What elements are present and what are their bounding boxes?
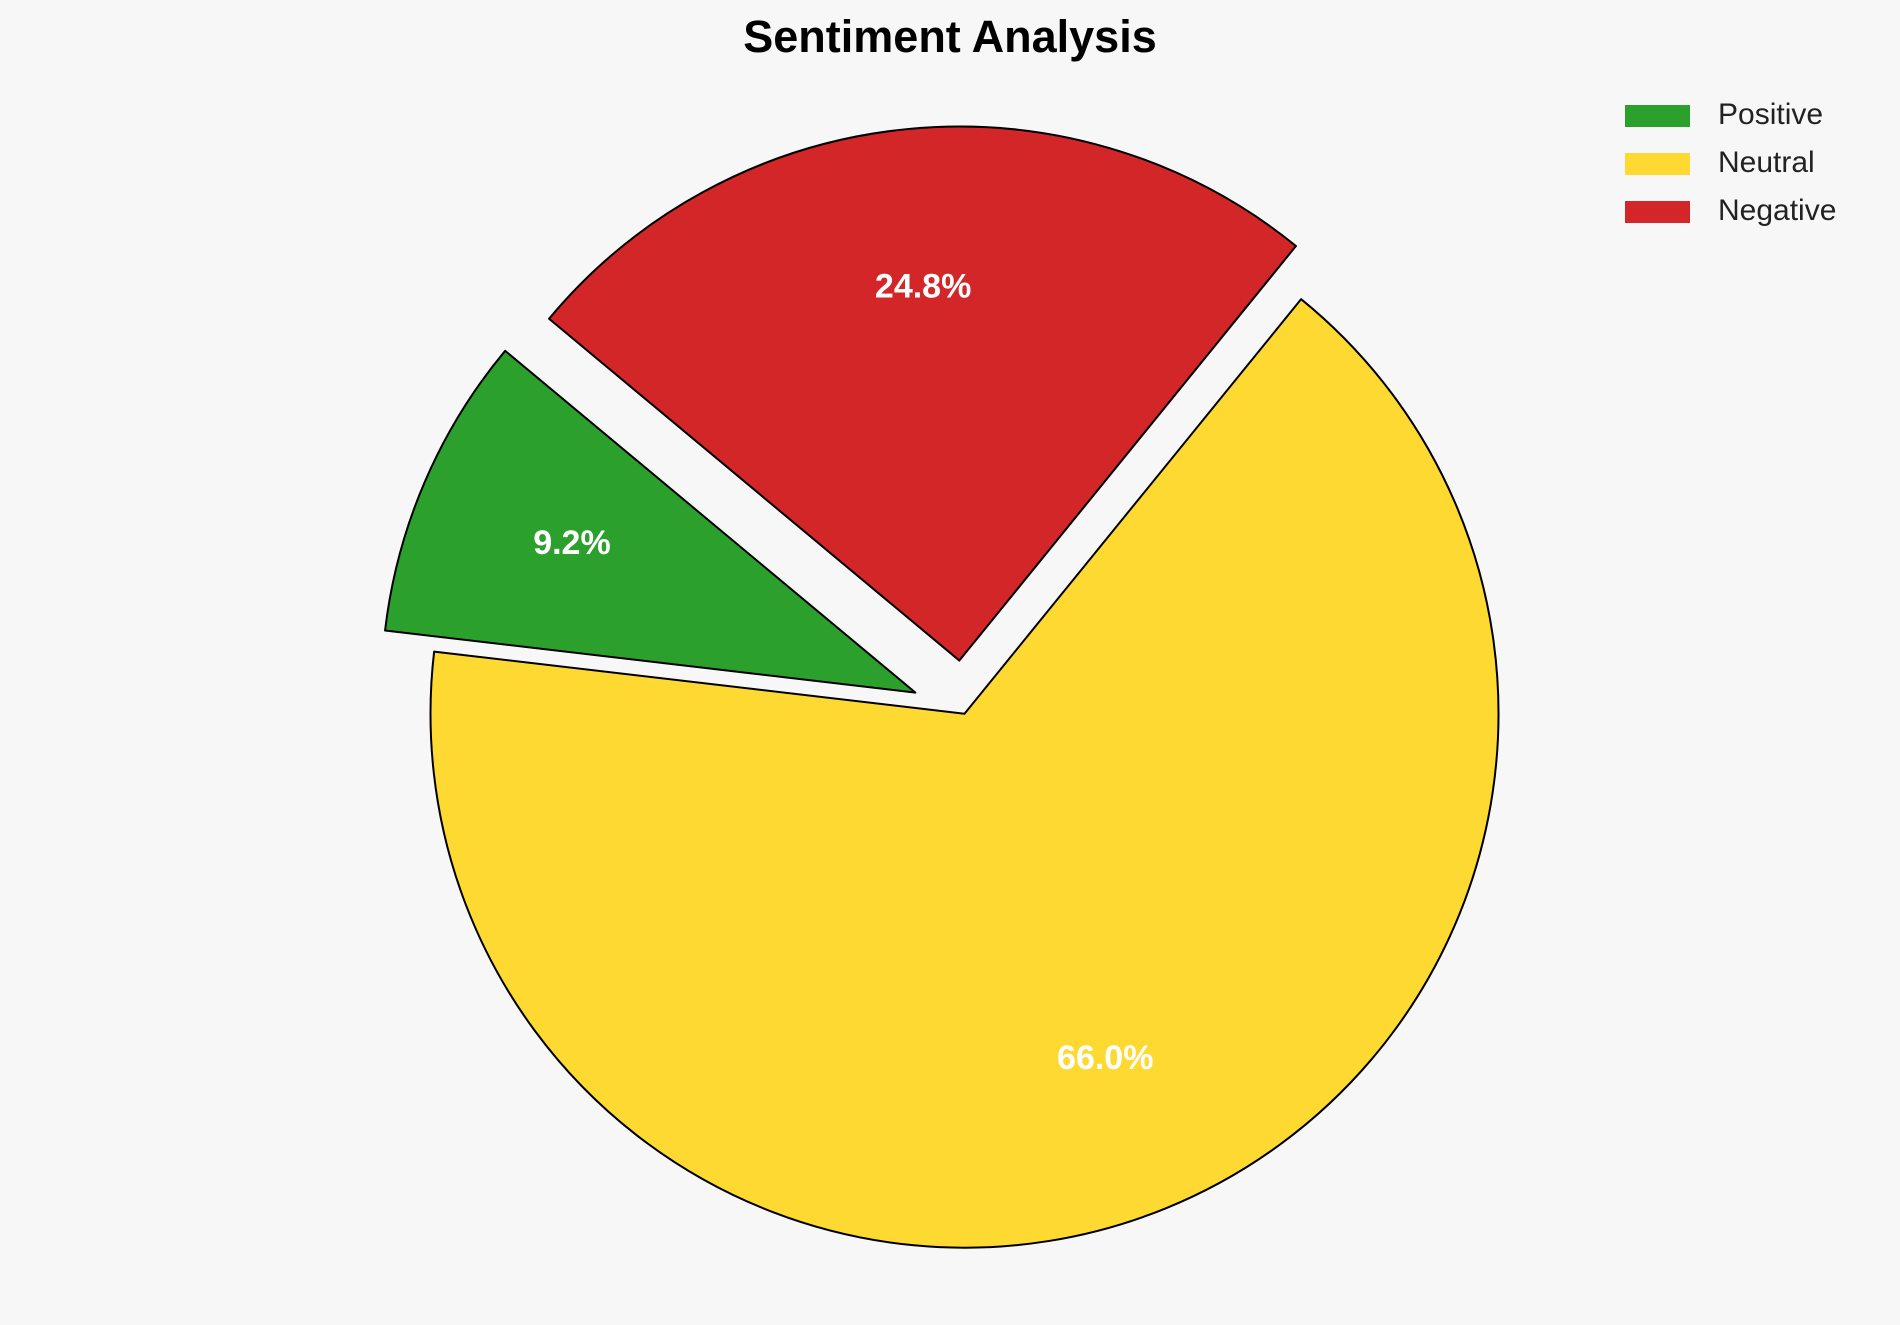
legend-label: Negative (1718, 194, 1836, 227)
legend-label: Neutral (1718, 146, 1815, 179)
pie-slice (548, 125, 1297, 662)
pie-slice (384, 349, 917, 694)
pie-slice (429, 298, 1500, 1249)
value-label: 9.2% (533, 524, 611, 562)
chart-title: Sentiment Analysis (743, 11, 1156, 62)
legend-swatch (1625, 105, 1690, 127)
value-label: 66.0% (1057, 1039, 1153, 1077)
legend-swatch (1625, 153, 1690, 175)
legend-swatch (1625, 201, 1690, 223)
value-label: 24.8% (875, 267, 971, 305)
legend-label: Positive (1718, 98, 1823, 131)
